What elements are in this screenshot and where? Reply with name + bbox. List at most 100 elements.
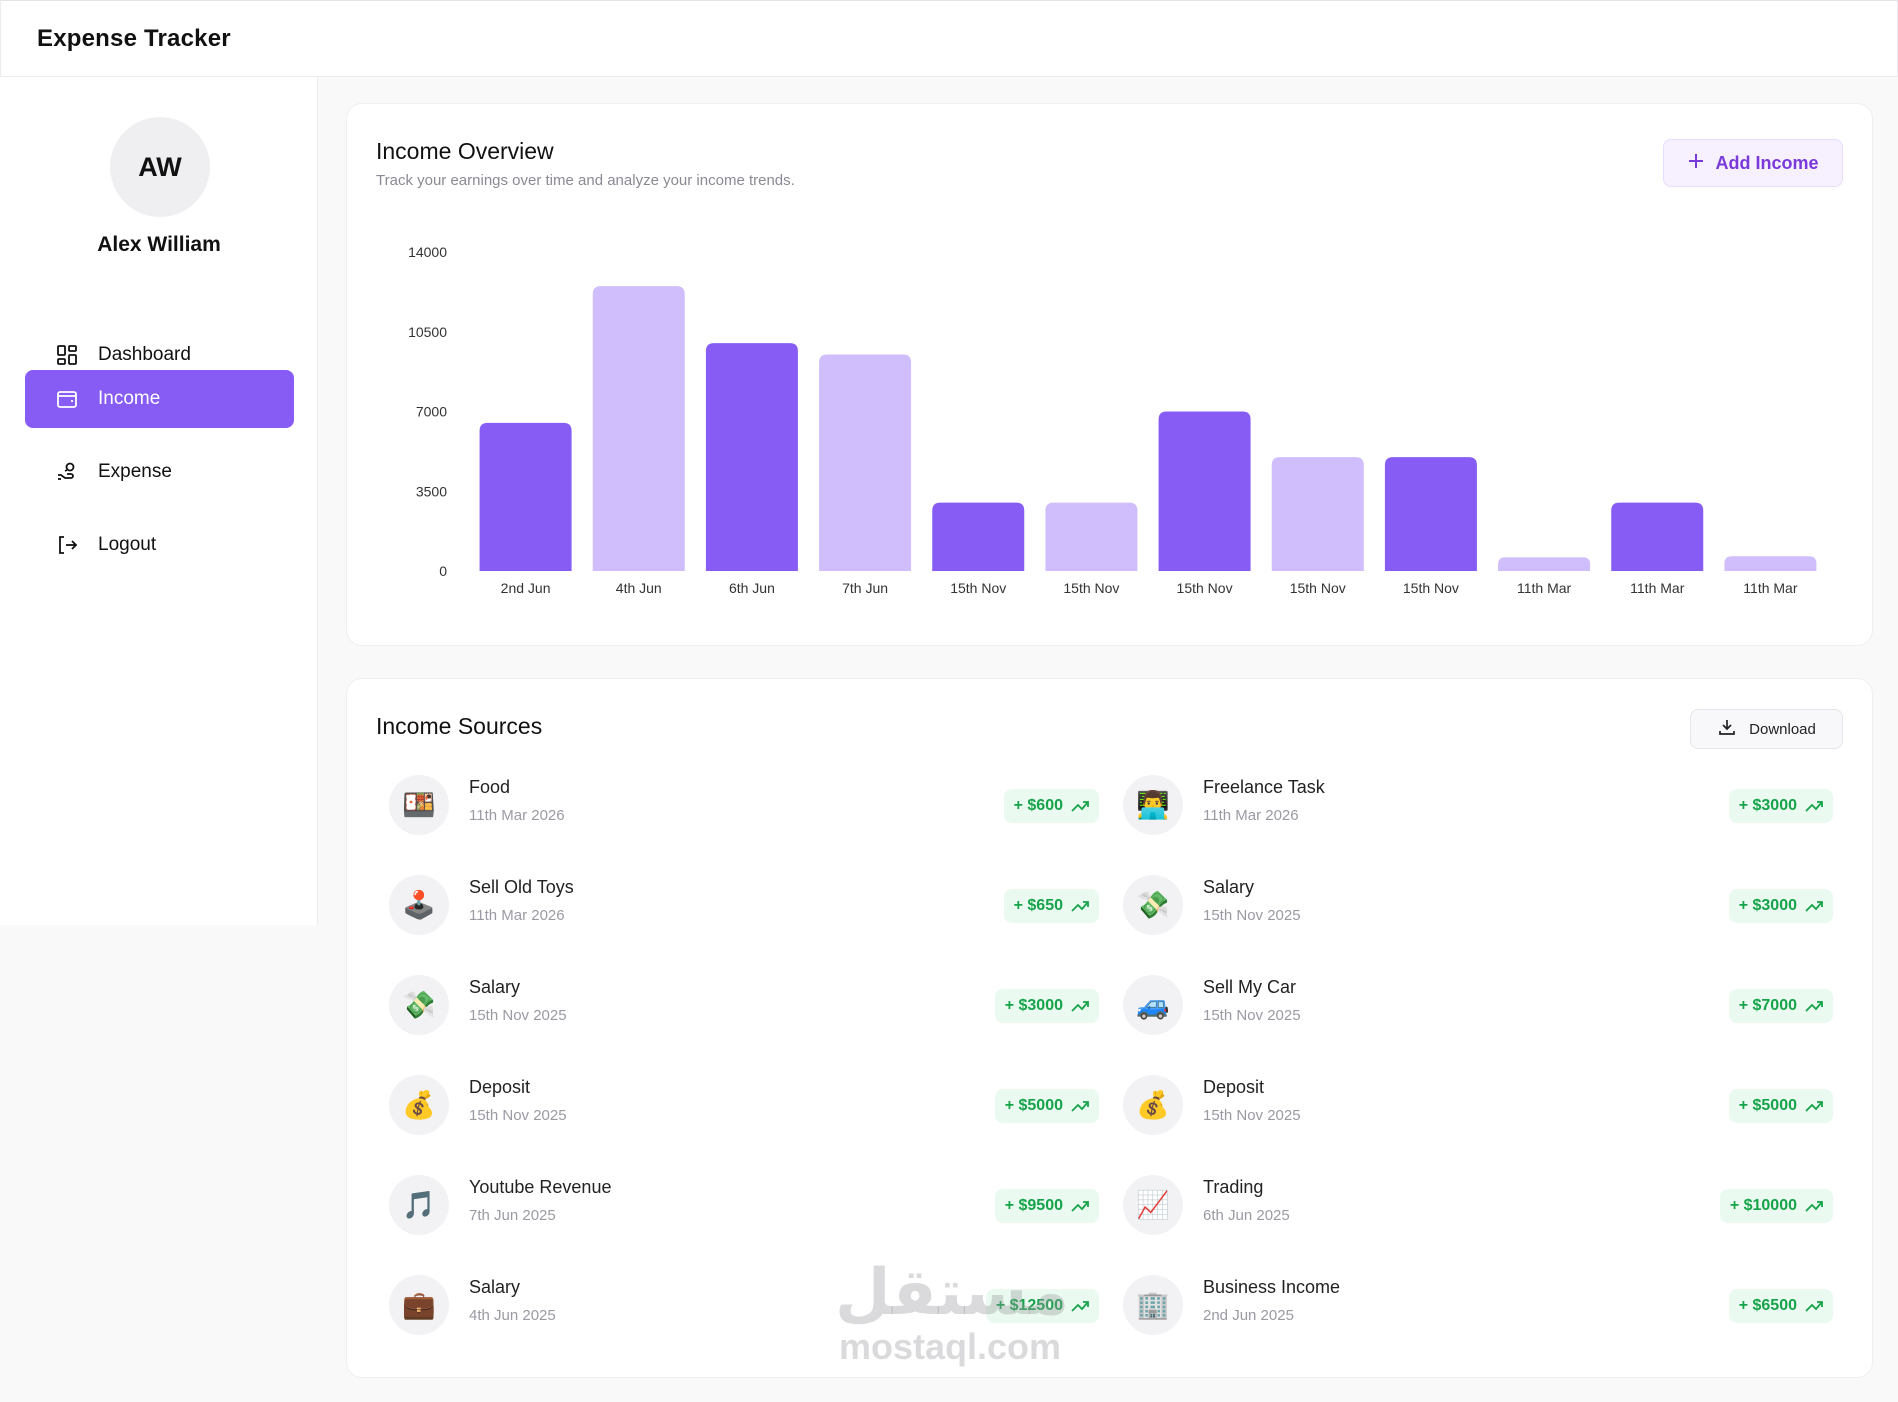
car-icon: 🚙 bbox=[1123, 975, 1183, 1035]
amount-badge: + $10000 bbox=[1719, 1189, 1833, 1223]
income-overview-card: Income Overview Track your earnings over… bbox=[346, 103, 1873, 646]
user-name: Alex William bbox=[97, 233, 221, 256]
amount-value: + $5000 bbox=[1738, 1097, 1797, 1114]
technologist-icon: 👨‍💻 bbox=[1123, 775, 1183, 835]
y-tick-label: 7000 bbox=[416, 404, 447, 420]
list-item[interactable]: 👨‍💻 Freelance Task 11th Mar 2026 + $3000 bbox=[1123, 771, 1833, 837]
amount-value: + $9500 bbox=[1004, 1197, 1063, 1214]
amount-value: + $6500 bbox=[1738, 1297, 1797, 1314]
source-name: Salary bbox=[469, 1277, 521, 1297]
top-bar: Expense Tracker bbox=[0, 0, 1898, 77]
trend-up-icon bbox=[1805, 801, 1823, 812]
list-item[interactable]: 📈 Trading 6th Jun 2025 + $10000 bbox=[1123, 1171, 1833, 1237]
chart-bar[interactable] bbox=[1271, 457, 1364, 571]
x-tick-label: 15th Nov bbox=[1290, 580, 1346, 596]
list-item[interactable]: 💸 Salary 15th Nov 2025 + $3000 bbox=[1123, 871, 1833, 937]
list-item[interactable]: 🍱 Food 11th Mar 2026 + $600 bbox=[389, 771, 1099, 837]
app-title: Expense Tracker bbox=[37, 25, 231, 52]
add-income-button[interactable]: Add Income bbox=[1663, 139, 1843, 187]
source-date: 11th Mar 2026 bbox=[469, 907, 565, 924]
chart-bar[interactable] bbox=[1384, 457, 1477, 571]
amount-badge: + $3000 bbox=[1728, 789, 1833, 823]
amount-value: + $12500 bbox=[995, 1297, 1063, 1314]
list-item[interactable]: 🕹️ Sell Old Toys 11th Mar 2026 + $650 bbox=[389, 871, 1099, 937]
list-item[interactable]: 🎵 Youtube Revenue 7th Jun 2025 + $9500 bbox=[389, 1171, 1099, 1237]
chart-bar[interactable] bbox=[1498, 557, 1591, 571]
amount-badge: + $3000 bbox=[1728, 889, 1833, 923]
x-tick-label: 15th Nov bbox=[950, 580, 1006, 596]
source-date: 2nd Jun 2025 bbox=[1203, 1307, 1294, 1324]
chart-bar[interactable] bbox=[705, 343, 798, 571]
list-item[interactable]: 💸 Salary 15th Nov 2025 + $3000 bbox=[389, 971, 1099, 1037]
source-name: Salary bbox=[1203, 877, 1255, 897]
source-name: Sell My Car bbox=[1203, 977, 1297, 997]
plus-icon bbox=[1687, 152, 1705, 175]
joystick-icon: 🕹️ bbox=[389, 875, 449, 935]
avatar: AW bbox=[110, 117, 210, 217]
sidebar-item-expense[interactable]: Expense bbox=[25, 443, 294, 501]
bento-icon: 🍱 bbox=[389, 775, 449, 835]
amount-badge: + $650 bbox=[1003, 889, 1099, 923]
chart-bar[interactable] bbox=[1724, 556, 1817, 571]
amount-value: + $7000 bbox=[1738, 997, 1797, 1014]
amount-badge: + $6500 bbox=[1728, 1289, 1833, 1323]
x-tick-label: 11th Mar bbox=[1630, 580, 1685, 596]
sidebar-item-logout[interactable]: Logout bbox=[25, 516, 294, 574]
source-date: 4th Jun 2025 bbox=[469, 1307, 556, 1324]
money-wings-icon: 💸 bbox=[389, 975, 449, 1035]
sidebar: AW Alex William Dashboard Income Expense bbox=[0, 77, 318, 925]
chart-up-icon: 📈 bbox=[1123, 1175, 1183, 1235]
x-tick-label: 2nd Jun bbox=[501, 580, 551, 596]
list-item[interactable]: 🚙 Sell My Car 15th Nov 2025 + $7000 bbox=[1123, 971, 1833, 1037]
sidebar-item-income[interactable]: Income bbox=[25, 370, 294, 428]
income-sources-card: Income Sources Download 🍱 Food 11th Mar 20… bbox=[346, 678, 1873, 1378]
source-date: 15th Nov 2025 bbox=[469, 1007, 567, 1024]
chart-bar[interactable] bbox=[1158, 411, 1251, 572]
amount-value: + $3000 bbox=[1738, 797, 1797, 814]
trend-up-icon bbox=[1071, 1301, 1089, 1312]
source-date: 15th Nov 2025 bbox=[1203, 907, 1301, 924]
download-label: Download bbox=[1749, 720, 1816, 738]
sources-title: Income Sources bbox=[376, 713, 543, 739]
amount-badge: + $3000 bbox=[994, 989, 1099, 1023]
grid-icon bbox=[54, 342, 80, 368]
source-name: Freelance Task bbox=[1203, 777, 1325, 797]
sidebar-item-dashboard[interactable]: Dashboard bbox=[25, 326, 294, 384]
amount-badge: + $12500 bbox=[985, 1289, 1099, 1323]
amount-value: + $3000 bbox=[1738, 897, 1797, 914]
chart-bar[interactable] bbox=[592, 286, 685, 571]
overview-subtitle: Track your earnings over time and analyz… bbox=[376, 172, 795, 189]
chart-bar[interactable] bbox=[479, 422, 572, 571]
amount-badge: + $5000 bbox=[1728, 1089, 1833, 1123]
chart-bar[interactable] bbox=[1045, 502, 1138, 571]
y-tick-label: 10500 bbox=[408, 324, 447, 340]
music-note-icon: 🎵 bbox=[389, 1175, 449, 1235]
source-date: 15th Nov 2025 bbox=[1203, 1007, 1301, 1024]
chart-bar[interactable] bbox=[819, 354, 912, 571]
sidebar-item-label: Dashboard bbox=[98, 344, 191, 365]
trend-up-icon bbox=[1071, 901, 1089, 912]
list-item[interactable]: 💼 Salary 4th Jun 2025 + $12500 bbox=[389, 1271, 1099, 1337]
source-date: 15th Nov 2025 bbox=[469, 1107, 567, 1124]
x-tick-label: 15th Nov bbox=[1063, 580, 1119, 596]
source-date: 7th Jun 2025 bbox=[469, 1207, 556, 1224]
list-item[interactable]: 🏢 Business Income 2nd Jun 2025 + $6500 bbox=[1123, 1271, 1833, 1337]
money-bag-icon: 💰 bbox=[389, 1075, 449, 1135]
source-name: Sell Old Toys bbox=[469, 877, 574, 897]
chart-bar[interactable] bbox=[932, 502, 1025, 571]
list-item[interactable]: 💰 Deposit 15th Nov 2025 + $5000 bbox=[1123, 1071, 1833, 1137]
source-name: Deposit bbox=[1203, 1077, 1265, 1097]
amount-value: + $10000 bbox=[1729, 1197, 1797, 1214]
chart-bar[interactable] bbox=[1611, 502, 1704, 571]
y-tick-label: 0 bbox=[439, 563, 447, 579]
download-button[interactable]: Download bbox=[1690, 709, 1843, 749]
trend-up-icon bbox=[1071, 1101, 1089, 1112]
source-name: Deposit bbox=[469, 1077, 531, 1097]
income-bar-chart: 0 3500 7000 10500 14000 2nd Jun 4th Jun 6th Jun… bbox=[408, 244, 1817, 596]
trend-up-icon bbox=[1071, 801, 1089, 812]
source-date: 15th Nov 2025 bbox=[1203, 1107, 1301, 1124]
source-name: Business Income bbox=[1203, 1277, 1341, 1297]
trend-up-icon bbox=[1071, 1201, 1089, 1212]
y-tick-label: 3500 bbox=[416, 483, 447, 499]
list-item[interactable]: 💰 Deposit 15th Nov 2025 + $5000 bbox=[389, 1071, 1099, 1137]
